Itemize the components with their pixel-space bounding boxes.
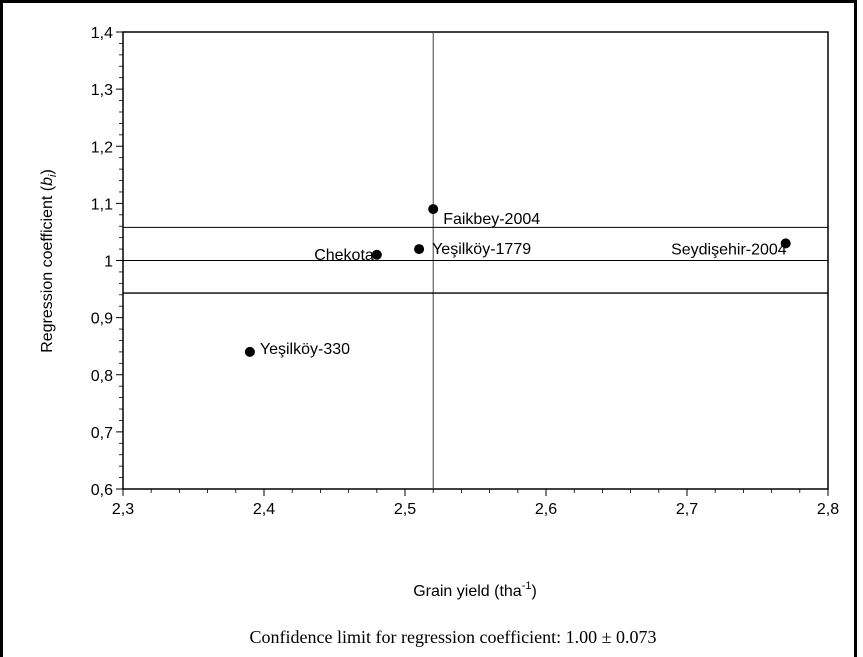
y-tick-label: 0,9 [91, 311, 113, 328]
point-label: Faikbey-2004 [443, 211, 540, 228]
data-point [414, 244, 425, 255]
data-point [428, 204, 439, 215]
x-tick-label: 2,8 [817, 501, 839, 518]
y-tick-label: 0,7 [91, 425, 113, 442]
y-tick-label: 1,2 [91, 139, 113, 156]
point-label: Yeşilköy-330 [260, 341, 350, 358]
x-tick-label: 2,7 [676, 501, 698, 518]
confidence-note: Confidence limit for regression coeffici… [250, 627, 657, 647]
y-tick-label: 1,4 [91, 25, 113, 42]
data-point [371, 249, 382, 260]
point-label: Yeşilköy-1779 [432, 241, 531, 258]
y-tick-label: 1,1 [91, 196, 113, 213]
y-tick-label: 0,8 [91, 368, 113, 385]
x-axis-label: Grain yield (tha-1) [413, 580, 537, 600]
x-tick-label: 2,3 [112, 501, 134, 518]
x-tick-label: 2,6 [535, 501, 557, 518]
x-tick-label: 2,5 [394, 501, 416, 518]
y-tick-label: 1 [104, 254, 113, 271]
data-point [244, 346, 255, 357]
y-tick-label: 1,3 [91, 82, 113, 99]
point-label: Seydişehir-2004 [671, 241, 787, 258]
y-tick-label: 0,6 [91, 482, 113, 499]
x-tick-label: 2,4 [253, 501, 275, 518]
point-label: Chekota [314, 247, 374, 264]
data-point [780, 238, 791, 249]
y-axis-label: Regression coefficient (bi) [39, 169, 59, 353]
